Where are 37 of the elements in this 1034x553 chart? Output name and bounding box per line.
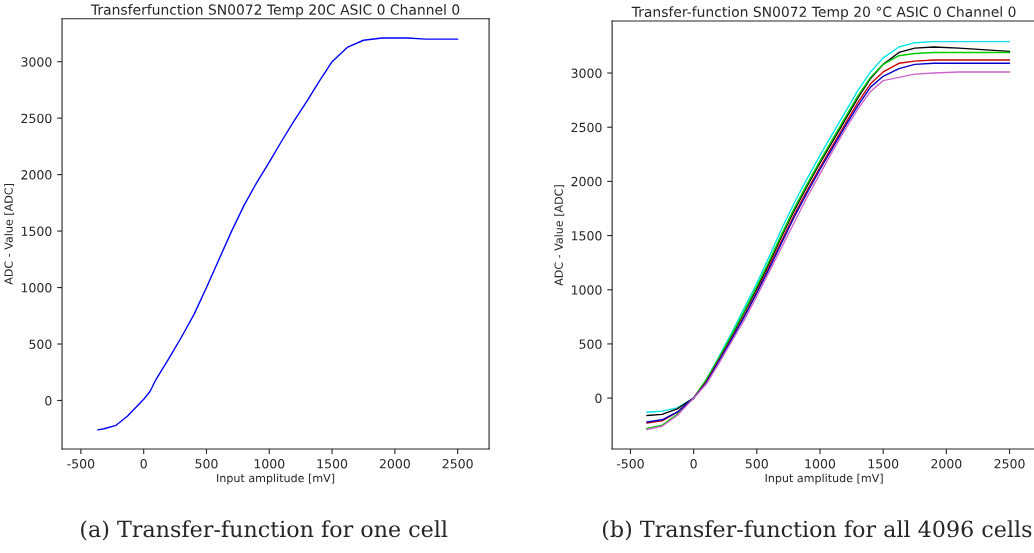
y-tick-label: 3000 (21, 57, 52, 67)
text: (b) Transfer-function for all 4096 cells (602, 520, 1032, 541)
x-axis-title: Input amplitude [mV] (217, 473, 335, 485)
y-tick-label: 2500 (571, 122, 602, 133)
y-tick-label: 1500 (21, 226, 52, 237)
x-tick-label: 1000 (254, 458, 285, 469)
y-axis-title: ADC - Value [ADC] (554, 185, 565, 286)
x-axis-title: Input amplitude [mV] (765, 473, 883, 485)
y-tick-label: 2500 (21, 113, 52, 124)
y-tick-label: 500 (29, 339, 52, 349)
x-tick-label: 1000 (805, 458, 836, 469)
y-tick-label: 2000 (571, 176, 602, 187)
y-tick-label: 500 (579, 339, 602, 349)
x-tick-label: 500 (745, 458, 768, 469)
y-tick-label: 3000 (571, 68, 602, 78)
text: (a) Transfer-function for one cell (81, 520, 448, 541)
chart-title: Transferfunction SN0072 Temp 20C ASIC 0 Channel 0 (90, 4, 460, 18)
x-tick-label: 2500 (442, 458, 473, 469)
x-tick-label: 2500 (994, 458, 1025, 469)
x-tick-label: 500 (195, 458, 218, 469)
x-tick-label: 1500 (317, 458, 348, 469)
x-tick-label: 0 (140, 458, 147, 469)
x-tick-label: 0 (690, 458, 697, 469)
y-tick-label: 0 (595, 393, 602, 404)
x-tick-label: -500 (616, 458, 644, 469)
x-tick-label: 2000 (931, 458, 962, 469)
y-tick-label: 1000 (21, 283, 52, 293)
chart-title: Transfer-function SN0072 Temp 20 °C ASIC 0 Channel 0 (631, 6, 1016, 20)
y-tick-label: 2000 (21, 170, 52, 180)
x-tick-label: 2000 (379, 458, 410, 469)
y-axis-title: ADC - Value [ADC] (4, 184, 15, 285)
y-tick-label: 0 (45, 395, 52, 406)
line-series (97, 37, 459, 431)
x-tick-label: 1500 (868, 458, 899, 469)
y-tick-label: 1000 (571, 285, 602, 295)
x-tick-label: -500 (67, 458, 95, 469)
y-tick-label: 1500 (571, 231, 602, 241)
